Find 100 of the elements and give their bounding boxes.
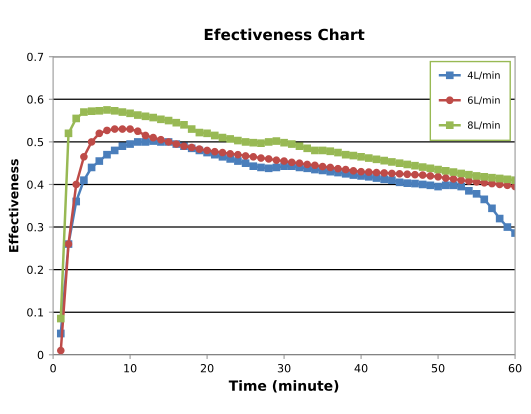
point [249, 138, 258, 147]
point [364, 154, 373, 162]
point [326, 147, 334, 156]
point [142, 138, 150, 146]
point [118, 142, 126, 150]
point [311, 146, 319, 154]
legend-label: 4L/min [468, 71, 500, 80]
point [118, 108, 126, 116]
point [342, 166, 350, 174]
point [242, 152, 250, 160]
point [350, 167, 358, 175]
point [149, 114, 158, 122]
point [257, 164, 265, 172]
point [457, 182, 465, 190]
point [426, 182, 434, 190]
point [56, 314, 65, 322]
point [496, 174, 504, 182]
point [234, 136, 242, 144]
point [488, 204, 496, 212]
point [110, 125, 119, 133]
point [303, 160, 312, 168]
point [234, 150, 242, 158]
point [280, 138, 288, 147]
point [272, 137, 280, 145]
point [126, 110, 134, 118]
point [403, 170, 412, 178]
y-tick-label: 0 [38, 350, 44, 360]
point [242, 138, 250, 146]
x-tick-label: 30 [278, 364, 290, 372]
point [411, 162, 419, 170]
x-tick-label: 10 [124, 364, 136, 372]
point [426, 172, 434, 180]
point [210, 148, 219, 156]
point [457, 170, 465, 178]
point [504, 223, 512, 231]
point [457, 176, 465, 184]
point [326, 164, 334, 172]
point [88, 138, 96, 146]
point [418, 171, 426, 179]
point [380, 169, 388, 177]
point [95, 130, 104, 138]
point [272, 164, 280, 172]
x-axis-title: Time (minute) [228, 380, 338, 393]
point [103, 126, 111, 134]
point [249, 152, 258, 161]
point [396, 178, 404, 186]
x-tick-label: 50 [432, 364, 444, 372]
point [80, 152, 88, 161]
point [264, 155, 273, 163]
point [118, 125, 126, 133]
point [318, 146, 326, 154]
y-tick-label: 0.1 [27, 308, 44, 317]
point [504, 176, 512, 184]
point [95, 157, 104, 165]
point [434, 182, 442, 190]
point [110, 106, 119, 115]
point [496, 214, 504, 222]
point [134, 111, 142, 119]
point [318, 162, 326, 170]
point [450, 175, 458, 183]
point [364, 168, 373, 176]
point [234, 157, 242, 165]
point [396, 159, 404, 167]
point [372, 174, 380, 182]
y-tick-label: 0.7 [27, 52, 44, 62]
point [226, 150, 234, 158]
point [396, 170, 404, 178]
point [226, 135, 234, 143]
point [218, 148, 226, 156]
point [110, 146, 119, 154]
chart-title: Efectiveness Chart [204, 28, 364, 40]
point [56, 346, 65, 354]
point [418, 163, 426, 171]
point [264, 164, 273, 172]
point [465, 170, 473, 178]
x-tick-label: 20 [200, 364, 214, 372]
point [357, 168, 365, 176]
point [303, 144, 312, 152]
point [264, 138, 273, 146]
point [134, 127, 142, 136]
point [442, 182, 450, 190]
point [257, 139, 265, 147]
point [142, 112, 150, 120]
point [188, 125, 196, 133]
point [172, 118, 180, 127]
point [180, 121, 188, 129]
point [64, 130, 72, 138]
point [280, 157, 288, 165]
point [149, 134, 158, 142]
point [450, 182, 458, 190]
point [296, 142, 304, 150]
point [311, 161, 319, 170]
point [450, 168, 458, 176]
point [380, 156, 388, 164]
point [218, 134, 226, 142]
point [103, 106, 111, 114]
point [80, 108, 88, 116]
point [434, 166, 442, 174]
x-tick-label: 60 [508, 364, 522, 372]
point [380, 176, 388, 184]
